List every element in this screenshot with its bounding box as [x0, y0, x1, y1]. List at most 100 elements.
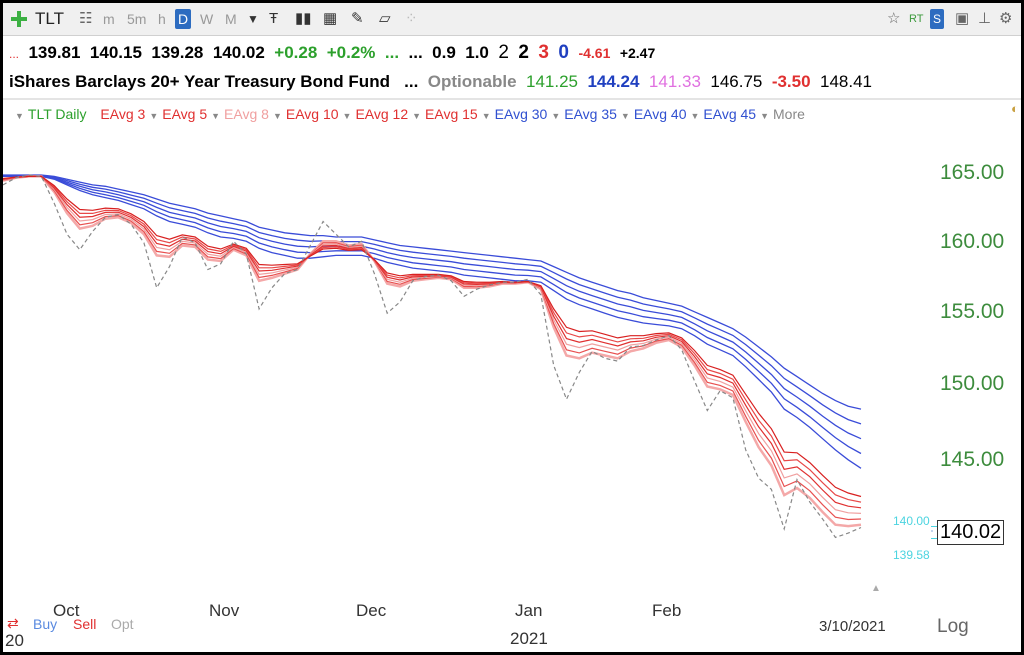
divider [3, 98, 1021, 100]
legend-item-eavg-3[interactable]: EAvg 3 [100, 106, 146, 122]
legend-dropdown-icon[interactable]: ▼ [551, 111, 561, 121]
opt-button[interactable]: Opt [111, 616, 134, 632]
legend-item-eavg-30[interactable]: EAvg 30 [494, 106, 548, 122]
date-label: 3/10/2021 [819, 618, 886, 635]
ema-long-line-4 [3, 174, 862, 410]
add-symbol-icon[interactable] [11, 11, 27, 27]
close-value: 140.02 [212, 43, 265, 62]
share-icon[interactable]: ⁘ [405, 10, 418, 27]
rt-icon[interactable]: RT [909, 13, 924, 25]
value-n2: 2 [498, 42, 509, 63]
timeframe-mo[interactable]: M [225, 11, 237, 27]
indicator-legend: ▼ TLT Daily EAvg 3 ▼ EAvg 5 ▼ EAvg 8 ▼ EAvg 10 ▼… [15, 106, 809, 126]
legend-item-eavg-10[interactable]: EAvg 10 [285, 106, 339, 122]
corner-icon[interactable]: ◐ [1011, 101, 1019, 116]
legend-dropdown-icon[interactable]: ▼ [481, 111, 491, 121]
value-v2: 1.0 [465, 43, 489, 62]
legend-dropdown-icon[interactable]: ▼ [342, 111, 352, 121]
menu-dots[interactable]: ... [9, 47, 20, 61]
timeframe-d[interactable]: D [175, 9, 192, 29]
ema-long-line-0 [3, 175, 862, 469]
legend-dropdown-icon[interactable]: ▼ [149, 111, 159, 121]
calculator-icon[interactable]: ▦ [323, 10, 338, 27]
list-icon[interactable]: ☷ [79, 10, 93, 27]
ema-long-line-3 [3, 174, 862, 425]
legend-item-eavg-45[interactable]: EAvg 45 [703, 106, 757, 122]
neg-value: -4.61 [578, 45, 611, 61]
legend-dropdown-icon[interactable]: ▼ [760, 111, 770, 121]
x-tick-dec: Dec [356, 601, 387, 620]
timeframe-5m[interactable]: 5m [127, 11, 147, 27]
price-marker-line-2 [931, 538, 937, 539]
x-tick-jan: Jan [515, 601, 543, 620]
settings-icon[interactable]: ⚙ [999, 10, 1013, 27]
ema-short-line-5 [3, 175, 862, 498]
ema-long-line-1 [3, 175, 862, 455]
x-year-prefix: 20 [5, 631, 24, 650]
legend-dropdown-icon[interactable]: ▼ [211, 111, 221, 121]
chart-area [3, 174, 933, 539]
change-value: +0.28 [274, 43, 318, 62]
x-tick-oct: Oct [53, 601, 80, 620]
ema-short-line-2 [3, 175, 862, 514]
low-price-label: 139.58 [893, 548, 930, 562]
symbol-input[interactable]: TLT [35, 9, 64, 28]
pin-icon[interactable]: ⊥ [978, 10, 992, 27]
x-tick-nov: Nov [209, 601, 240, 620]
legend-item-eavg-15[interactable]: EAvg 15 [425, 106, 478, 122]
note-icon[interactable]: ▱ [379, 10, 391, 27]
price-p3: 141.33 [648, 72, 701, 91]
s-icon[interactable]: S [930, 9, 945, 29]
buy-button[interactable]: Buy [33, 616, 58, 632]
legend-dropdown-icon[interactable]: ▼ [412, 111, 422, 121]
price-p1: 141.25 [526, 72, 578, 91]
ema-long-line-2 [3, 175, 862, 440]
daily-dropdown-icon[interactable]: ▼ [15, 111, 24, 121]
legend-daily[interactable]: TLT Daily [27, 106, 87, 122]
name-row: iShares Barclays 20+ Year Treasury Bond … [9, 72, 872, 92]
ema-short-line-4 [3, 175, 862, 503]
x-tick-feb: Feb [652, 601, 682, 620]
scroll-up-icon[interactable]: ▲ [871, 583, 881, 594]
save-icon[interactable]: ▣ [955, 10, 970, 27]
change-pct-value: +0.2% [326, 43, 376, 62]
toolbar: TLT ☷ m 5m h D W M ▼ Ŧ ▮▮ ▦ ✎ ▱ ⁘ ☆ RT S… [3, 3, 1021, 36]
legend-item-eavg-12[interactable]: EAvg 12 [355, 106, 409, 122]
dots-a: ... [384, 43, 400, 62]
timeframe-w[interactable]: W [200, 11, 214, 27]
timeframe-h[interactable]: h [158, 11, 166, 27]
legend-dropdown-icon[interactable]: ▼ [272, 111, 282, 121]
y-tick-160: 160.00 [940, 230, 1005, 253]
open-value: 139.81 [28, 43, 81, 62]
ema-short-line-1 [3, 175, 862, 521]
chart-lines [3, 174, 862, 539]
value-n0: 0 [558, 42, 569, 63]
text-icon[interactable]: Ŧ [269, 10, 279, 27]
bar-chart-icon[interactable]: ▮▮ [295, 10, 312, 27]
order-icon[interactable]: ⇄ [7, 615, 19, 631]
value-n3: 3 [538, 42, 549, 63]
pencil-icon[interactable]: ✎ [351, 10, 364, 27]
pos-value: +2.47 [619, 45, 656, 61]
last-price-box: 140.02 [937, 520, 1005, 545]
legend-item-eavg-35[interactable]: EAvg 35 [564, 106, 617, 122]
legend-item-eavg-5[interactable]: EAvg 5 [162, 106, 208, 122]
legend-dropdown-icon[interactable]: ▼ [690, 111, 700, 121]
dropdown-icon[interactable]: ▼ [247, 12, 259, 26]
legend-item-eavg-40[interactable]: EAvg 40 [633, 106, 687, 122]
legend-item-eavg-8[interactable]: EAvg 8 [224, 106, 269, 122]
legend-more-button[interactable]: More [773, 106, 805, 122]
dots-c: ... [404, 72, 419, 91]
legend-dropdown-icon[interactable]: ▼ [620, 111, 630, 121]
price-line [3, 174, 862, 539]
log-toggle[interactable]: Log [937, 616, 969, 637]
ema-short-line-0 [3, 175, 862, 528]
high-price-label: 140.00 [893, 514, 930, 528]
star-icon[interactable]: ☆ [887, 10, 901, 27]
quote-row: ... 139.81 140.15 139.28 140.02 +0.28 +0… [9, 42, 655, 64]
timeframe-m[interactable]: m [103, 11, 115, 27]
price-p4: 146.75 [710, 72, 763, 91]
sell-button[interactable]: Sell [73, 616, 97, 632]
x-year-label: 2021 [510, 629, 548, 648]
y-tick-145: 145.00 [940, 448, 1005, 471]
